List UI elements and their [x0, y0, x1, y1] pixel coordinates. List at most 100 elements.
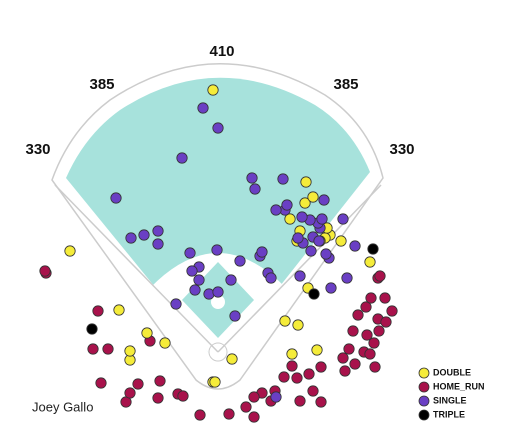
hit-point: [352, 309, 364, 321]
hit-point: [189, 284, 201, 296]
hit-point: [102, 343, 114, 355]
hit-point: [159, 337, 171, 349]
hit-point: [240, 401, 252, 413]
hit-point: [300, 176, 312, 188]
hit-point: [193, 274, 205, 286]
hit-point: [292, 232, 304, 244]
hit-point: [277, 173, 289, 185]
player-name: Joey Gallo: [32, 399, 93, 414]
hit-point: [308, 288, 320, 300]
hit-point: [184, 247, 196, 259]
legend-label: TRIPLE: [433, 409, 465, 419]
hit-point: [113, 304, 125, 316]
hit-point: [170, 298, 182, 310]
hit-point: [320, 248, 332, 260]
hit-point: [212, 286, 224, 298]
hit-point: [246, 172, 258, 184]
hit-point: [349, 358, 361, 370]
hit-point: [95, 377, 107, 389]
hit-point: [87, 343, 99, 355]
wall-distance: 410: [209, 43, 234, 60]
hit-point: [291, 372, 303, 384]
hit-point: [177, 390, 189, 402]
hit-point: [318, 194, 330, 206]
hit-point: [364, 348, 376, 360]
mound: [211, 295, 225, 309]
foul-line: [217, 184, 382, 353]
hit-point: [361, 329, 373, 341]
hit-point: [138, 229, 150, 241]
hit-point: [364, 256, 376, 268]
hit-point: [313, 235, 325, 247]
hit-point: [335, 235, 347, 247]
hit-point: [305, 245, 317, 257]
hit-point: [226, 353, 238, 365]
legend-label: SINGLE: [433, 395, 467, 405]
outfield-grass: [66, 77, 370, 357]
hit-point: [360, 301, 372, 313]
hit-point: [225, 274, 237, 286]
hit-point: [292, 319, 304, 331]
hit-point: [339, 365, 351, 377]
hit-point: [286, 360, 298, 372]
hit-point: [209, 376, 221, 388]
legend-label: HOME_RUN: [433, 381, 485, 391]
hit-point: [152, 392, 164, 404]
hit-point: [234, 255, 246, 267]
hit-point: [265, 272, 277, 284]
hit-point: [374, 270, 386, 282]
hit-point: [186, 265, 198, 277]
hit-point: [286, 348, 298, 360]
hit-point: [270, 204, 282, 216]
hit-point: [307, 385, 319, 397]
field: [51, 63, 384, 390]
hit-point: [256, 246, 268, 258]
hit-point: [303, 368, 315, 380]
hit-point: [197, 102, 209, 114]
hit-point: [316, 213, 328, 225]
hit-point: [368, 337, 380, 349]
hit-point: [211, 244, 223, 256]
legend-swatch: [418, 367, 430, 379]
legend-swatch: [418, 381, 430, 393]
wall-distance: 385: [89, 76, 114, 93]
hit-point: [325, 282, 337, 294]
hit-point: [284, 213, 296, 225]
hit-point: [203, 288, 215, 300]
hit-point: [124, 387, 136, 399]
hit-point: [39, 265, 51, 277]
hit-point: [337, 213, 349, 225]
hit-point: [307, 191, 319, 203]
legend-label: DOUBLE: [433, 367, 471, 377]
legend-swatch: [418, 409, 430, 421]
hit-point: [369, 361, 381, 373]
wall-distance: 330: [389, 141, 414, 158]
hit-point: [379, 292, 391, 304]
hit-point: [229, 310, 241, 322]
hit-point: [337, 352, 349, 364]
legend-swatch: [418, 395, 430, 407]
hit-point: [207, 84, 219, 96]
hit-point: [294, 395, 306, 407]
hit-point: [110, 192, 122, 204]
hit-point: [315, 396, 327, 408]
hit-point: [86, 323, 98, 335]
hit-point: [294, 270, 306, 282]
hit-point: [296, 211, 308, 223]
hit-point: [92, 305, 104, 317]
hit-point: [278, 371, 290, 383]
hit-point: [64, 245, 76, 257]
hit-point: [248, 411, 260, 423]
hit-point: [365, 292, 377, 304]
hit-point: [141, 327, 153, 339]
hit-point: [311, 344, 323, 356]
hit-point: [248, 391, 260, 403]
hit-point: [343, 343, 355, 355]
hit-point: [154, 375, 166, 387]
hit-point: [349, 240, 361, 252]
hit-point: [380, 316, 392, 328]
hit-point: [176, 152, 188, 164]
hit-point: [279, 315, 291, 327]
hit-point: [367, 243, 379, 255]
